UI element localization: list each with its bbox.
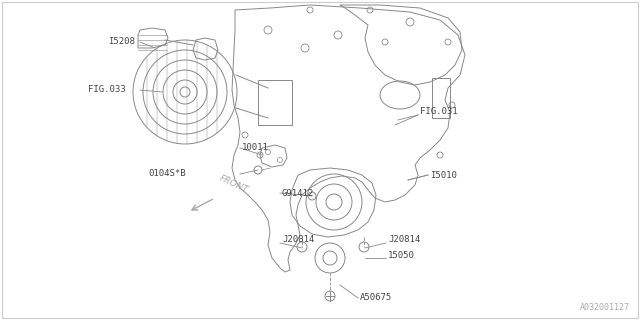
Text: G91412: G91412 [282,188,314,197]
Text: FIG.031: FIG.031 [420,108,458,116]
Text: I5208: I5208 [108,37,135,46]
Text: FIG.033: FIG.033 [88,85,125,94]
Text: A50675: A50675 [360,293,392,302]
Text: FRONT: FRONT [218,174,250,195]
Text: I5010: I5010 [430,171,457,180]
Text: J20814: J20814 [282,236,314,244]
Text: 10011: 10011 [242,143,269,153]
Text: A032001127: A032001127 [580,303,630,312]
Text: J20814: J20814 [388,236,420,244]
Text: 0104S*B: 0104S*B [148,170,186,179]
Text: 15050: 15050 [388,251,415,260]
